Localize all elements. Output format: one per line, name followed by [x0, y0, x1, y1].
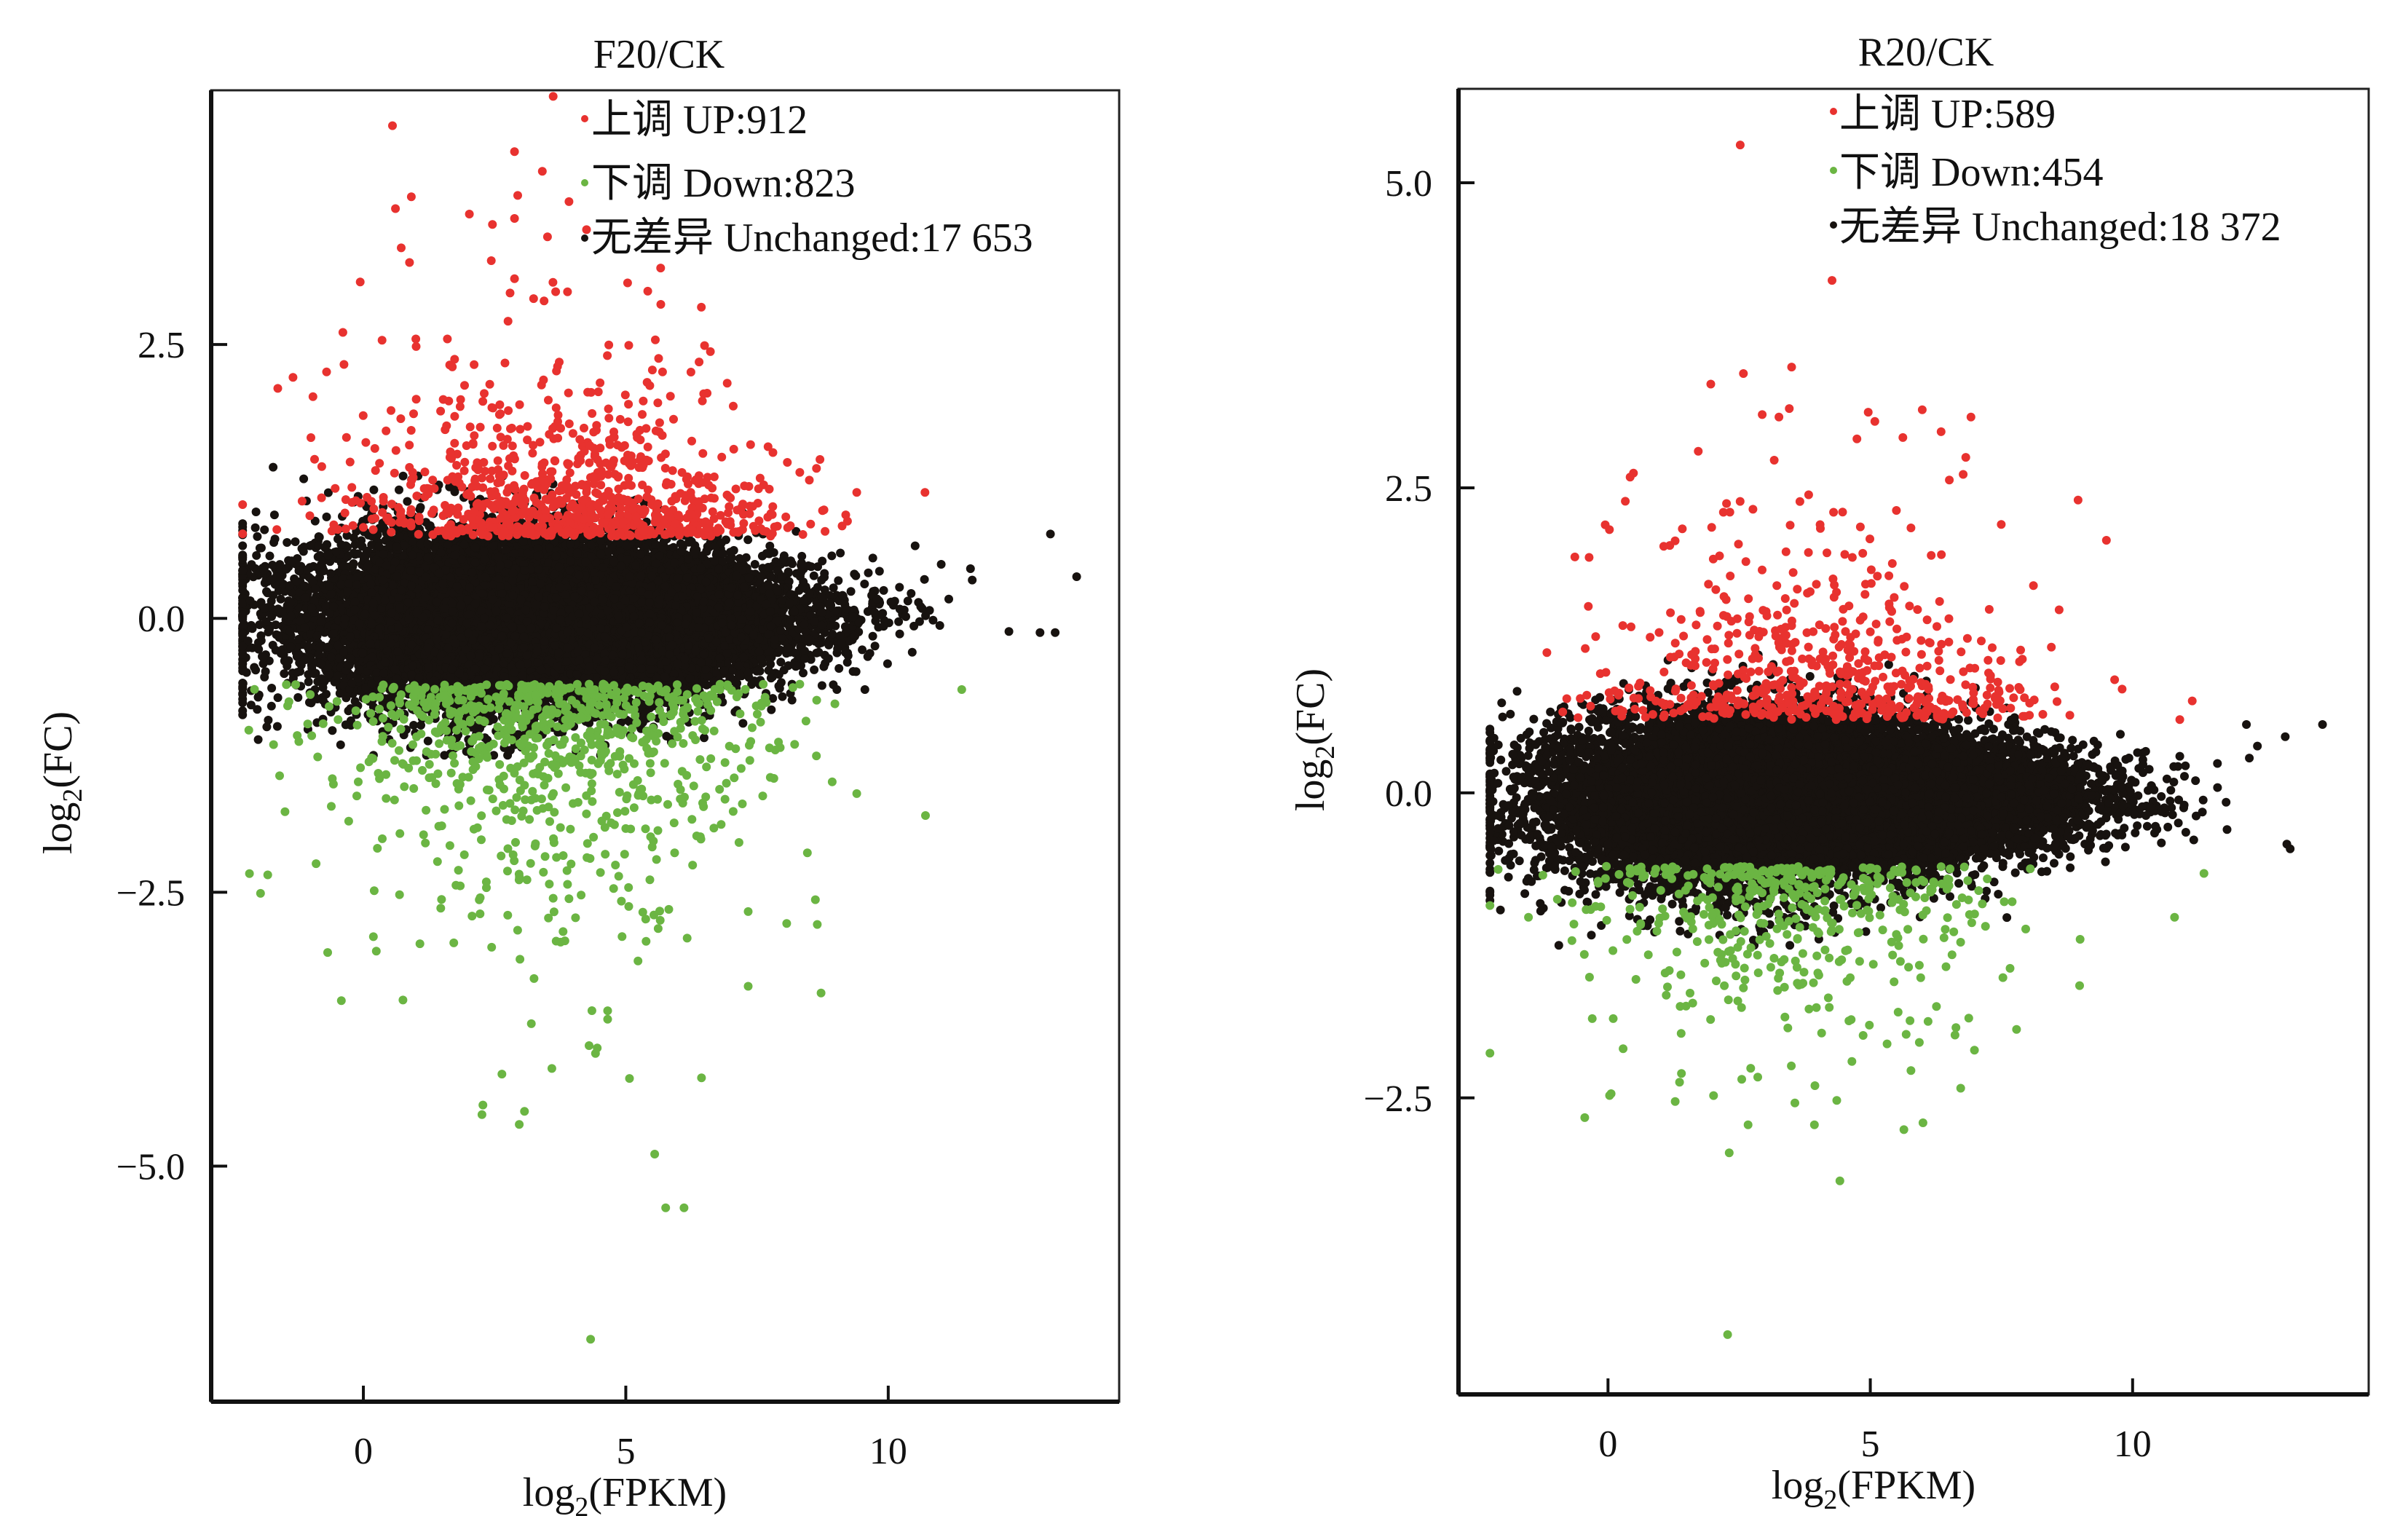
chart-title: F20/CK	[593, 32, 725, 77]
point-unchanged	[738, 719, 747, 727]
point-unchanged	[238, 542, 247, 550]
point-unchanged	[778, 692, 787, 701]
point-unchanged	[818, 682, 826, 690]
point-unchanged	[273, 722, 282, 731]
scatter-points	[238, 92, 1081, 1343]
point-unchanged	[260, 526, 269, 534]
point-unchanged	[880, 586, 888, 595]
point-unchanged	[323, 513, 331, 521]
point-unchanged	[895, 583, 904, 592]
panel-f20-ck: F20/CK 2.50.0−2.5−5.0 0 5 10 log2(FPKM) lo…	[36, 32, 1119, 1516]
point-unchanged	[894, 617, 903, 626]
point-unchanged	[350, 559, 358, 568]
point-unchanged	[966, 564, 975, 573]
point-unchanged	[869, 632, 877, 641]
point-unchanged	[743, 535, 752, 544]
point-unchanged	[267, 684, 276, 692]
point-unchanged	[267, 702, 276, 711]
point-unchanged	[829, 583, 838, 592]
point-unchanged	[280, 669, 288, 678]
point-unchanged	[871, 641, 880, 650]
